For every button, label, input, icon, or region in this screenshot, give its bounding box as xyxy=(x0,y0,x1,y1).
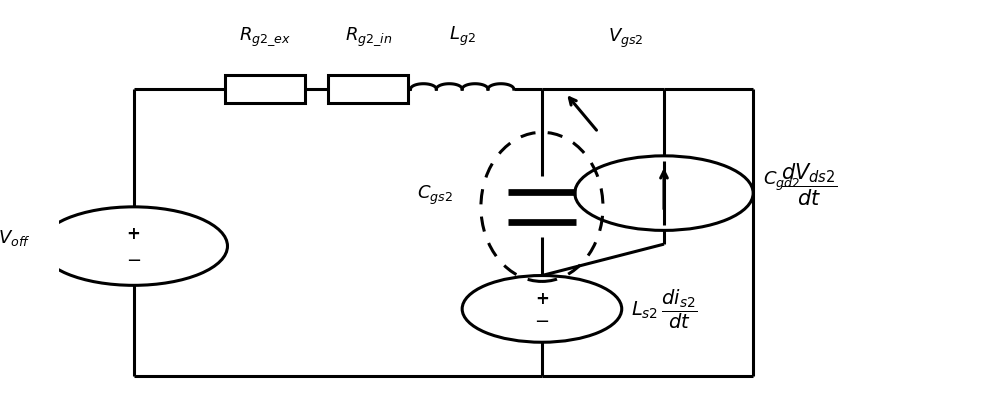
Text: $V_{off}$: $V_{off}$ xyxy=(0,228,30,248)
Text: $R_{g2\_in}$: $R_{g2\_in}$ xyxy=(345,25,392,48)
Text: $-$: $-$ xyxy=(534,310,550,329)
Bar xyxy=(328,75,408,103)
Text: $\dfrac{dV_{ds2}}{dt}$: $\dfrac{dV_{ds2}}{dt}$ xyxy=(781,162,838,208)
Text: +: + xyxy=(535,290,549,308)
Text: $C_{gs2}$: $C_{gs2}$ xyxy=(417,183,453,207)
Text: $R_{g2\_ex}$: $R_{g2\_ex}$ xyxy=(239,25,291,48)
Text: $L_{s2}\,\dfrac{di_{s2}}{dt}$: $L_{s2}\,\dfrac{di_{s2}}{dt}$ xyxy=(631,287,698,331)
Text: $-$: $-$ xyxy=(126,250,141,267)
Text: $L_{g2}$: $L_{g2}$ xyxy=(449,25,476,48)
Text: $C_{gd2}$: $C_{gd2}$ xyxy=(763,170,800,193)
Bar xyxy=(225,75,305,103)
Text: +: + xyxy=(127,225,141,243)
Text: $V_{gs2}$: $V_{gs2}$ xyxy=(608,27,643,50)
